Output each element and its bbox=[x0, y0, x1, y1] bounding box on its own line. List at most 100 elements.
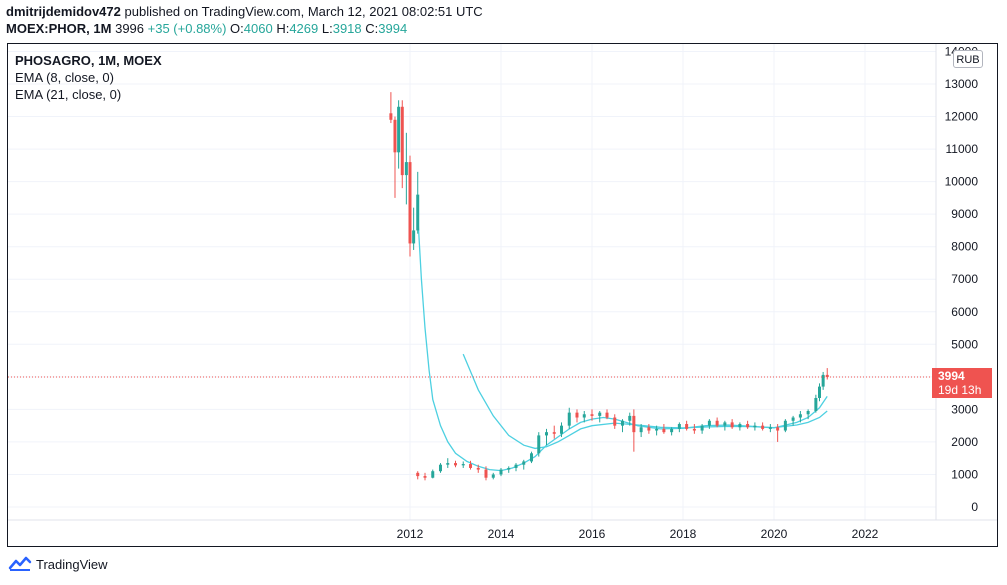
publication-line: dmitrijdemidov472 published on TradingVi… bbox=[6, 4, 483, 19]
candle bbox=[761, 422, 765, 431]
tradingview-logo-icon bbox=[8, 556, 32, 571]
currency-badge[interactable]: RUB bbox=[953, 50, 983, 68]
candle bbox=[522, 459, 526, 470]
x-tick-label: 2018 bbox=[670, 527, 697, 541]
candle bbox=[412, 207, 416, 250]
candle bbox=[461, 461, 465, 468]
candle-body bbox=[560, 425, 564, 434]
candle bbox=[476, 464, 480, 473]
y-tick-label: 6000 bbox=[951, 305, 978, 319]
candle-body bbox=[798, 414, 802, 418]
candle bbox=[723, 420, 727, 431]
candle bbox=[598, 411, 602, 423]
y-tick-label: 9000 bbox=[951, 207, 978, 221]
x-tick-label: 2016 bbox=[579, 527, 606, 541]
high-value: 4269 bbox=[289, 21, 319, 36]
candle-body bbox=[590, 414, 594, 416]
candle-body bbox=[507, 467, 511, 470]
candle-body bbox=[670, 428, 674, 433]
candle-body bbox=[552, 432, 556, 434]
symbol-ohlc-line: MOEX:PHOR, 1M 3996 +35 (+0.88%) O:4060 H… bbox=[6, 21, 407, 36]
candle bbox=[408, 155, 412, 257]
close-value: 3994 bbox=[378, 21, 408, 36]
candle bbox=[632, 409, 636, 452]
candle-body bbox=[738, 424, 742, 428]
candle-body bbox=[677, 424, 681, 429]
candle-body bbox=[715, 420, 719, 426]
candle bbox=[404, 132, 408, 205]
footer-brand[interactable]: TradingView bbox=[8, 556, 108, 572]
candle-body bbox=[655, 428, 659, 431]
candle-body bbox=[647, 427, 651, 431]
candle bbox=[783, 419, 787, 433]
footer-brand-label: TradingView bbox=[36, 556, 108, 572]
y-tick-label: 7000 bbox=[951, 272, 978, 286]
price-tag-countdown: 19d 13h bbox=[938, 383, 982, 397]
candle-body bbox=[461, 464, 465, 466]
candle bbox=[791, 415, 795, 426]
chart-legend: PHOSAGRO, 1M, MOEX EMA (8, close, 0) EMA… bbox=[15, 52, 162, 103]
candle bbox=[416, 471, 420, 480]
y-tick-label: 2000 bbox=[951, 435, 978, 449]
candle bbox=[613, 414, 617, 429]
candle-body bbox=[685, 424, 689, 429]
candle bbox=[454, 460, 457, 468]
candle-body bbox=[514, 464, 518, 468]
open-value: 4060 bbox=[243, 21, 273, 36]
candle-body bbox=[582, 414, 586, 418]
candle bbox=[582, 411, 586, 423]
symbol-label: MOEX:PHOR, 1M bbox=[6, 21, 112, 36]
time-axis-labels[interactable]: 2012 2014 2016 2018 2020 2022 bbox=[397, 527, 879, 541]
candle-body bbox=[484, 469, 488, 478]
candle bbox=[639, 424, 643, 438]
candle bbox=[529, 451, 533, 464]
candle bbox=[537, 432, 541, 457]
candle bbox=[730, 419, 734, 429]
ema-line bbox=[462, 353, 828, 450]
candle bbox=[818, 383, 821, 402]
candle bbox=[685, 420, 689, 431]
candle bbox=[620, 419, 624, 433]
candle bbox=[484, 466, 488, 481]
price-axis-labels[interactable]: 0100020003000400050006000700080009000100… bbox=[945, 44, 979, 514]
current-price-tag: 3994 19d 13h bbox=[932, 368, 992, 398]
candle-body bbox=[783, 420, 787, 431]
legend-title[interactable]: PHOSAGRO, 1M, MOEX bbox=[15, 53, 162, 68]
candle-body bbox=[753, 425, 757, 428]
candles bbox=[389, 92, 829, 481]
candle bbox=[662, 424, 666, 434]
candle bbox=[423, 472, 427, 481]
candle bbox=[806, 409, 810, 420]
candle-body bbox=[545, 432, 548, 436]
y-tick-label: 1000 bbox=[951, 467, 978, 481]
candle bbox=[389, 92, 393, 124]
candle-body bbox=[446, 463, 450, 465]
candle-body bbox=[723, 422, 727, 426]
candle-body bbox=[423, 476, 427, 478]
candle bbox=[469, 460, 473, 470]
legend-ema-21[interactable]: EMA (21, close, 0) bbox=[15, 87, 122, 102]
candle-body bbox=[632, 415, 636, 433]
candle bbox=[590, 409, 594, 421]
candle bbox=[647, 424, 651, 434]
y-tick-label: 13000 bbox=[945, 77, 979, 91]
candle bbox=[491, 472, 495, 480]
candle-body bbox=[567, 412, 571, 426]
published-text: published on TradingView.com, March 12, … bbox=[124, 4, 483, 19]
candle-body bbox=[806, 411, 810, 415]
candle bbox=[798, 411, 802, 423]
candle bbox=[692, 424, 696, 434]
candle bbox=[753, 422, 757, 431]
candle bbox=[768, 424, 772, 433]
author-name[interactable]: dmitrijdemidov472 bbox=[6, 4, 121, 19]
candle bbox=[707, 419, 711, 429]
candle bbox=[514, 463, 518, 472]
candle-body bbox=[814, 397, 818, 412]
candle-body bbox=[761, 425, 765, 429]
legend-ema-8[interactable]: EMA (8, close, 0) bbox=[15, 70, 114, 85]
candle-body bbox=[639, 427, 643, 433]
candle-body bbox=[818, 386, 821, 398]
candle bbox=[776, 424, 780, 442]
y-tick-label: 5000 bbox=[951, 337, 978, 351]
